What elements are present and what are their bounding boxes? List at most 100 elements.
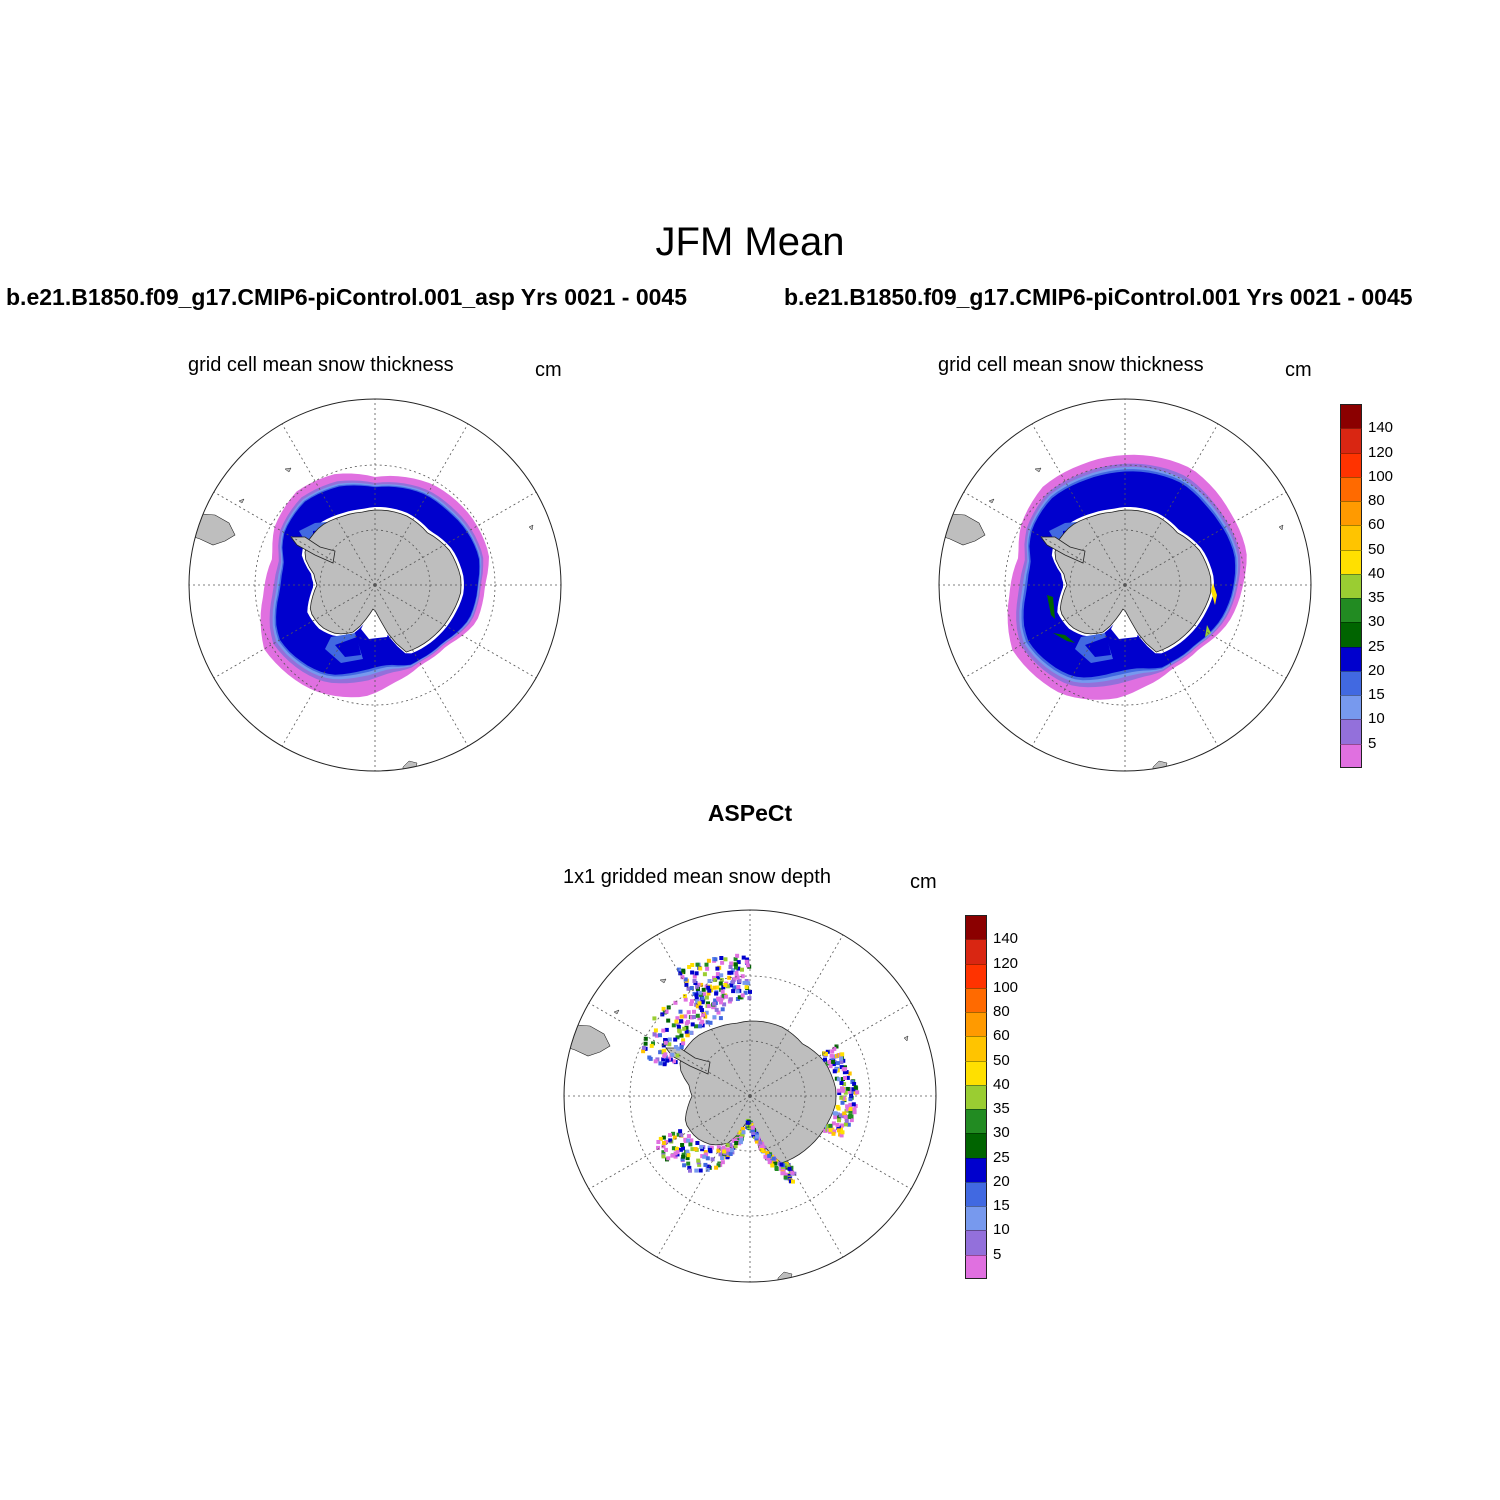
snow-depth-cell bbox=[706, 1164, 711, 1169]
snow-depth-cell bbox=[692, 979, 697, 983]
snow-depth-cell bbox=[823, 1128, 828, 1133]
snow-depth-cell bbox=[720, 1160, 725, 1165]
snow-depth-cell bbox=[702, 992, 706, 997]
snow-depth-cell bbox=[678, 1009, 683, 1014]
snow-depth-cell bbox=[713, 998, 718, 1003]
snow-depth-cell bbox=[707, 979, 712, 983]
snow-depth-cell bbox=[852, 1107, 857, 1112]
snow-depth-cell bbox=[831, 1121, 836, 1126]
snow-depth-cell bbox=[703, 1014, 708, 1019]
snow-depth-cell bbox=[719, 973, 724, 978]
snow-depth-cell bbox=[823, 1057, 827, 1062]
snow-depth-cell bbox=[694, 996, 699, 1001]
snow-depth-cell bbox=[696, 982, 701, 987]
snow-depth-cell bbox=[832, 1069, 837, 1074]
snow-depth-cell bbox=[733, 1144, 738, 1149]
snow-depth-cell bbox=[711, 1005, 716, 1010]
snow-depth-cell bbox=[641, 1045, 646, 1050]
snow-depth-cell bbox=[840, 1086, 844, 1091]
snow-depth-cell bbox=[697, 1162, 702, 1167]
right-panel-case-title: b.e21.B1850.f09_g17.CMIP6-piControl.001 … bbox=[784, 284, 1413, 310]
snow-depth-cell bbox=[705, 966, 710, 971]
snow-depth-cell bbox=[661, 1154, 666, 1159]
snow-depth-cell bbox=[664, 1147, 668, 1152]
snow-depth-cell bbox=[740, 993, 745, 998]
colorbar-box bbox=[965, 1036, 987, 1061]
snow-depth-cell bbox=[731, 989, 736, 994]
snow-depth-cell bbox=[689, 986, 694, 990]
snow-depth-cell bbox=[728, 1152, 733, 1156]
snow-depth-cell bbox=[679, 1133, 684, 1138]
snow-depth-cell bbox=[686, 1010, 691, 1015]
snow-depth-cell bbox=[695, 1013, 700, 1018]
snow-depth-cell bbox=[716, 1010, 721, 1015]
snow-depth-cell bbox=[725, 1143, 730, 1148]
snow-depth-cell bbox=[712, 1001, 716, 1006]
snow-depth-cell bbox=[725, 984, 730, 989]
snow-depth-cell bbox=[679, 1019, 684, 1024]
right-panel-variable-label: grid cell mean snow thickness bbox=[938, 354, 1204, 376]
snow-depth-cell bbox=[840, 1100, 845, 1105]
snow-depth-cell bbox=[661, 1028, 666, 1033]
snow-depth-cell bbox=[728, 997, 733, 1002]
snow-depth-cell bbox=[671, 1146, 676, 1151]
snow-depth-cell bbox=[737, 995, 742, 1000]
snow-depth-cell bbox=[694, 971, 699, 976]
snow-depth-cell bbox=[723, 957, 728, 962]
snow-depth-cell bbox=[766, 1156, 771, 1161]
snow-depth-cell bbox=[713, 957, 718, 962]
snow-depth-cell bbox=[722, 1149, 727, 1154]
snow-depth-cell bbox=[678, 1147, 683, 1152]
snow-depth-cell bbox=[769, 1160, 774, 1165]
snow-depth-cell bbox=[690, 1022, 695, 1027]
snow-depth-cell bbox=[830, 1049, 835, 1054]
colorbar-label: 40 bbox=[1368, 564, 1385, 582]
snow-depth-cell bbox=[790, 1170, 795, 1175]
colorbar-box bbox=[1340, 573, 1362, 599]
snow-depth-cell bbox=[668, 1138, 673, 1143]
snow-depth-cell bbox=[837, 1128, 841, 1133]
snow-depth-cell bbox=[780, 1171, 785, 1176]
snow-depth-cell bbox=[848, 1097, 853, 1102]
snow-depth-cell bbox=[741, 1130, 746, 1135]
snow-depth-cell bbox=[677, 967, 681, 972]
snow-depth-cell bbox=[704, 1152, 709, 1157]
colorbar-box bbox=[1340, 428, 1362, 453]
snow-depth-cell bbox=[842, 1070, 847, 1075]
snow-depth-cell bbox=[653, 1059, 658, 1064]
snow-depth-cell bbox=[723, 983, 728, 987]
colorbar-label: 10 bbox=[1368, 710, 1385, 728]
snow-depth-cell bbox=[661, 1141, 666, 1145]
snow-depth-cell bbox=[847, 1115, 851, 1119]
snow-depth-cell bbox=[730, 1148, 734, 1153]
colorbar-label: 20 bbox=[1368, 661, 1385, 679]
right-polar-map bbox=[938, 398, 1312, 772]
snow-depth-cell bbox=[718, 981, 723, 986]
snow-depth-cell bbox=[713, 978, 718, 982]
snow-depth-cell bbox=[662, 1062, 667, 1067]
snow-depth-cell bbox=[843, 1090, 848, 1095]
colorbar-box bbox=[1340, 525, 1362, 550]
snow-depth-cell bbox=[686, 1134, 691, 1139]
snow-depth-cell bbox=[732, 985, 737, 990]
snow-depth-cell bbox=[844, 1118, 849, 1123]
snow-depth-cell bbox=[666, 1156, 671, 1161]
obs-panel-variable-label: 1x1 gridded mean snow depth bbox=[563, 866, 831, 888]
colorbar-label: 50 bbox=[1368, 540, 1385, 558]
snow-depth-cell bbox=[689, 1138, 694, 1143]
snow-depth-cell bbox=[839, 1095, 844, 1100]
snow-depth-cell bbox=[851, 1090, 856, 1094]
snow-depth-cell bbox=[735, 975, 740, 980]
snow-depth-cell bbox=[678, 971, 683, 976]
colorbar-box bbox=[1340, 646, 1362, 671]
snow-depth-cell bbox=[748, 989, 752, 994]
snow-depth-cell bbox=[735, 953, 740, 958]
snow-depth-cell bbox=[731, 968, 736, 973]
snow-depth-cell bbox=[843, 1076, 847, 1080]
snow-depth-cell bbox=[848, 1089, 853, 1094]
snow-depth-cell bbox=[746, 963, 750, 968]
snow-depth-cell bbox=[783, 1175, 788, 1180]
obs-panel-title: ASPeCt bbox=[707, 800, 793, 826]
snow-depth-cell bbox=[671, 1131, 676, 1136]
snow-depth-cell bbox=[702, 1154, 707, 1159]
